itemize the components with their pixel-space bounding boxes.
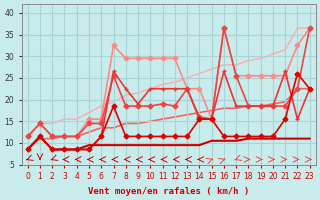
X-axis label: Vent moyen/en rafales ( km/h ): Vent moyen/en rafales ( km/h ) <box>88 187 249 196</box>
